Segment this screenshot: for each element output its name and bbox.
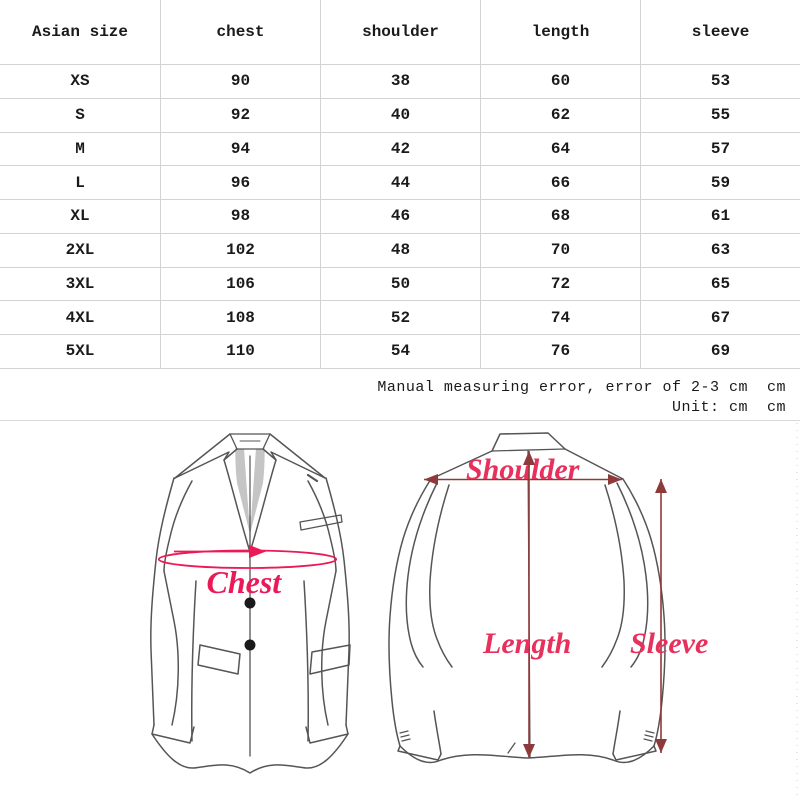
svg-text:Shoulder: Shoulder	[466, 453, 580, 486]
svg-text:Chest: Chest	[207, 564, 283, 600]
svg-text:Sleeve: Sleeve	[630, 627, 708, 660]
svg-text:Length: Length	[482, 627, 571, 660]
